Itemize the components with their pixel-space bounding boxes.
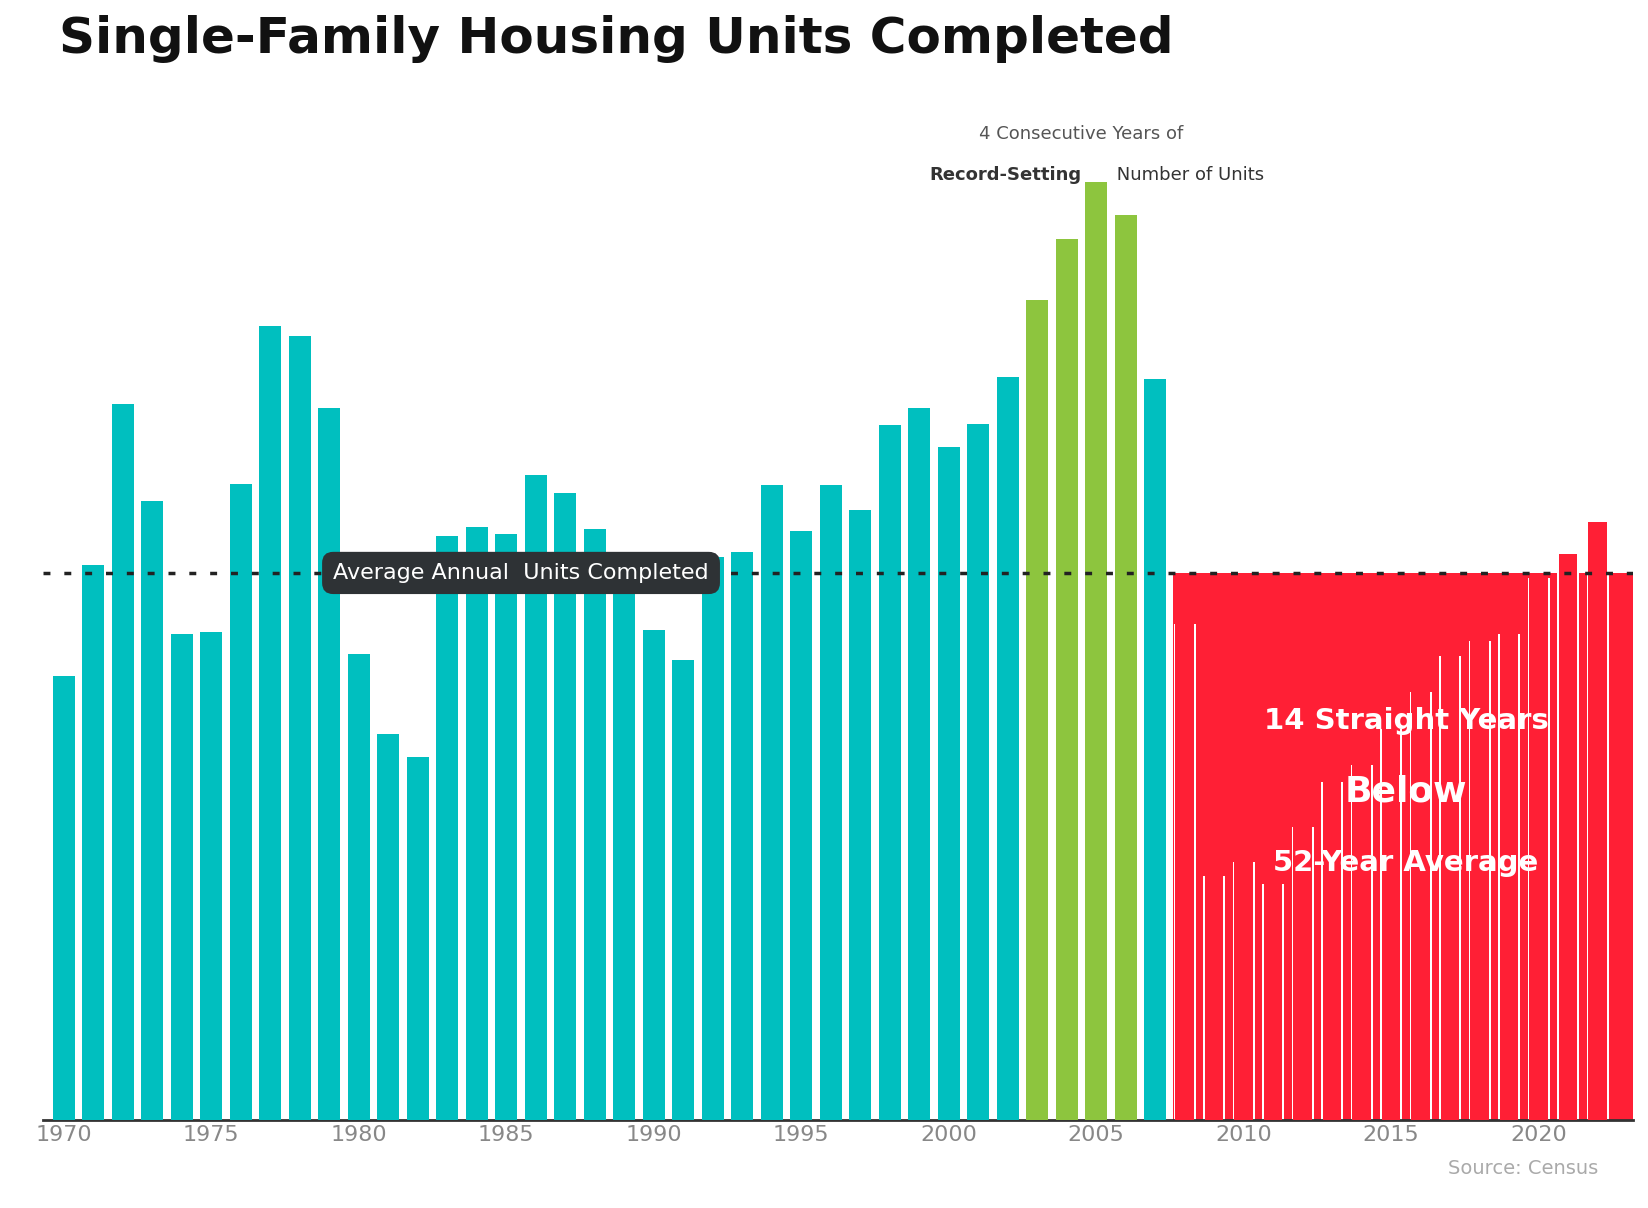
- Bar: [1203, 877, 1224, 1120]
- Bar: [908, 408, 929, 1120]
- Bar: [112, 403, 133, 1120]
- Bar: [1559, 554, 1577, 1120]
- Bar: [524, 475, 547, 1120]
- Bar: [789, 532, 812, 1120]
- Bar: [938, 447, 959, 1120]
- Bar: [437, 536, 458, 1120]
- Text: Source: Census: Source: Census: [1449, 1158, 1599, 1178]
- Bar: [997, 377, 1018, 1120]
- Bar: [82, 565, 104, 1120]
- Bar: [643, 631, 664, 1120]
- Bar: [672, 661, 694, 1120]
- Bar: [171, 634, 193, 1120]
- Bar: [1175, 625, 1193, 1120]
- Bar: [1587, 522, 1608, 1120]
- Bar: [1323, 782, 1341, 1120]
- Bar: [613, 571, 636, 1120]
- Bar: [732, 552, 753, 1120]
- Bar: [1500, 634, 1518, 1120]
- Bar: [1468, 640, 1491, 1120]
- Bar: [229, 484, 252, 1120]
- Bar: [849, 510, 872, 1120]
- Bar: [583, 529, 606, 1120]
- Bar: [1144, 379, 1167, 1120]
- Bar: [1205, 877, 1223, 1120]
- Bar: [967, 424, 989, 1120]
- Bar: [1056, 239, 1078, 1120]
- Bar: [494, 534, 517, 1120]
- Bar: [1351, 766, 1373, 1120]
- Bar: [819, 484, 842, 1120]
- Bar: [1528, 577, 1549, 1120]
- Text: 14 Straight Years: 14 Straight Years: [1264, 707, 1547, 734]
- Bar: [1557, 554, 1579, 1120]
- Bar: [1411, 692, 1430, 1120]
- Text: 52-Year Average: 52-Year Average: [1274, 849, 1539, 877]
- Bar: [1173, 573, 1633, 1120]
- Text: Average Annual  Units Completed: Average Annual Units Completed: [333, 563, 709, 583]
- Bar: [1027, 300, 1048, 1120]
- Bar: [761, 486, 783, 1120]
- Bar: [1234, 863, 1252, 1120]
- Bar: [1440, 656, 1460, 1120]
- Text: 4 Consecutive Years of: 4 Consecutive Years of: [979, 124, 1183, 143]
- Bar: [1322, 782, 1343, 1120]
- Bar: [1439, 656, 1462, 1120]
- Bar: [1264, 884, 1282, 1120]
- Text: Record-Setting: Record-Setting: [929, 165, 1081, 184]
- Bar: [1589, 522, 1607, 1120]
- Bar: [1529, 577, 1547, 1120]
- Bar: [1292, 827, 1313, 1120]
- Bar: [201, 632, 222, 1120]
- Bar: [1084, 182, 1107, 1120]
- Bar: [1262, 884, 1284, 1120]
- Bar: [1470, 640, 1488, 1120]
- Text: Number of Units: Number of Units: [1111, 165, 1264, 184]
- Bar: [407, 757, 428, 1120]
- Bar: [1379, 730, 1402, 1120]
- Bar: [554, 493, 577, 1120]
- Bar: [53, 675, 74, 1120]
- Bar: [702, 557, 723, 1120]
- Bar: [1173, 625, 1196, 1120]
- Bar: [318, 408, 341, 1120]
- Text: Below: Below: [1345, 774, 1467, 808]
- Bar: [1409, 692, 1432, 1120]
- Bar: [1114, 215, 1137, 1120]
- Text: Single-Family Housing Units Completed: Single-Family Housing Units Completed: [59, 14, 1173, 63]
- Bar: [1294, 827, 1312, 1120]
- Bar: [259, 326, 282, 1120]
- Bar: [142, 501, 163, 1120]
- Bar: [348, 654, 369, 1120]
- Bar: [466, 527, 488, 1120]
- Bar: [878, 425, 901, 1120]
- Bar: [1353, 766, 1371, 1120]
- Bar: [1383, 730, 1401, 1120]
- Bar: [1233, 863, 1254, 1120]
- Bar: [1498, 634, 1519, 1120]
- Bar: [377, 734, 399, 1120]
- Bar: [288, 336, 311, 1120]
